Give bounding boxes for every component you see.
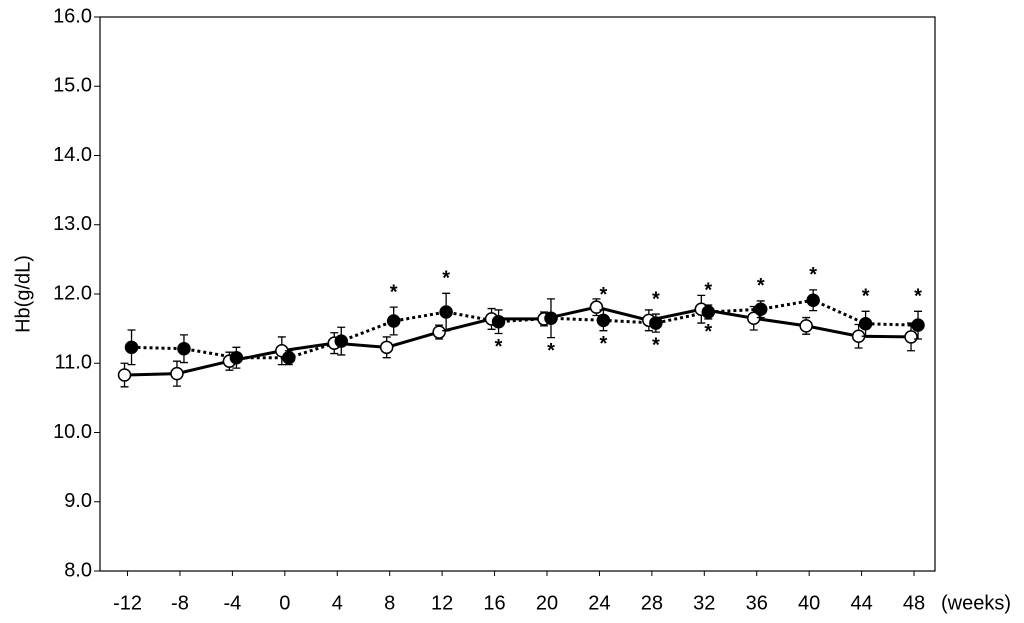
data-point bbox=[177, 341, 191, 356]
significance-mark: * bbox=[757, 275, 765, 297]
data-point bbox=[334, 334, 349, 348]
x-tick-label: 16 bbox=[483, 592, 505, 614]
x-tick-label: 20 bbox=[536, 592, 558, 614]
significance-mark: * bbox=[809, 264, 817, 286]
significance-mark: * bbox=[390, 281, 398, 303]
y-tick-label: 13.0 bbox=[53, 213, 92, 235]
data-point bbox=[799, 319, 813, 333]
x-tick-label: -12 bbox=[113, 592, 142, 614]
y-tick-label: 9.0 bbox=[64, 490, 92, 512]
data-point bbox=[491, 314, 506, 329]
data-point bbox=[806, 293, 820, 307]
series-line bbox=[131, 298, 919, 360]
data-point bbox=[170, 366, 184, 381]
y-axis-label: Hb(g/dL) bbox=[12, 255, 34, 333]
x-tick-label: 32 bbox=[693, 592, 715, 614]
data-point bbox=[701, 305, 716, 319]
series-line bbox=[124, 305, 912, 377]
data-point bbox=[904, 330, 918, 344]
significance-mark: * bbox=[600, 284, 608, 306]
x-tick-label: -4 bbox=[223, 592, 241, 614]
significance-mark: * bbox=[442, 268, 450, 290]
data-point bbox=[911, 318, 925, 332]
y-tick-label: 14.0 bbox=[53, 144, 92, 166]
data-point bbox=[117, 368, 132, 382]
data-point bbox=[282, 350, 296, 365]
data-point bbox=[124, 340, 139, 355]
x-axis-label: (weeks) bbox=[941, 592, 1011, 614]
y-tick-label: 16.0 bbox=[53, 5, 92, 27]
data-point bbox=[753, 302, 768, 316]
significance-mark: * bbox=[704, 279, 712, 301]
significance-mark: * bbox=[914, 286, 922, 308]
data-point bbox=[379, 340, 394, 355]
significance-mark: * bbox=[862, 286, 870, 308]
data-point bbox=[596, 313, 611, 328]
x-tick-label: 28 bbox=[641, 592, 663, 614]
x-tick-label: 4 bbox=[332, 592, 343, 614]
x-tick-label: 12 bbox=[431, 592, 453, 614]
data-point bbox=[746, 311, 761, 325]
significance-mark: * bbox=[547, 340, 555, 362]
significance-mark: * bbox=[704, 321, 712, 343]
y-tick-label: 8.0 bbox=[64, 559, 92, 581]
data-point bbox=[432, 325, 446, 339]
y-tick-label: 10.0 bbox=[53, 421, 92, 443]
x-tick-label: 24 bbox=[588, 592, 610, 614]
data-point bbox=[858, 317, 873, 331]
data-point bbox=[544, 311, 558, 325]
significance-mark: * bbox=[600, 333, 608, 355]
x-tick-label: 48 bbox=[903, 592, 925, 614]
data-point bbox=[386, 314, 401, 328]
x-tick-label: 44 bbox=[850, 592, 872, 614]
x-tick-label: 8 bbox=[384, 592, 395, 614]
significance-mark: * bbox=[495, 336, 503, 358]
significance-mark: * bbox=[652, 288, 660, 310]
x-tick-label: 36 bbox=[746, 592, 768, 614]
plot-frame bbox=[99, 16, 936, 572]
significance-mark: * bbox=[652, 334, 660, 356]
x-tick-label: -8 bbox=[171, 592, 189, 614]
y-tick-label: 15.0 bbox=[53, 75, 92, 97]
y-tick-label: 12.0 bbox=[53, 282, 92, 304]
data-point bbox=[229, 350, 244, 365]
data-point bbox=[649, 316, 663, 330]
y-tick-label: 11.0 bbox=[55, 352, 92, 374]
data-point bbox=[439, 305, 453, 319]
x-tick-label: 40 bbox=[798, 592, 820, 614]
x-tick-label: 0 bbox=[279, 592, 290, 614]
